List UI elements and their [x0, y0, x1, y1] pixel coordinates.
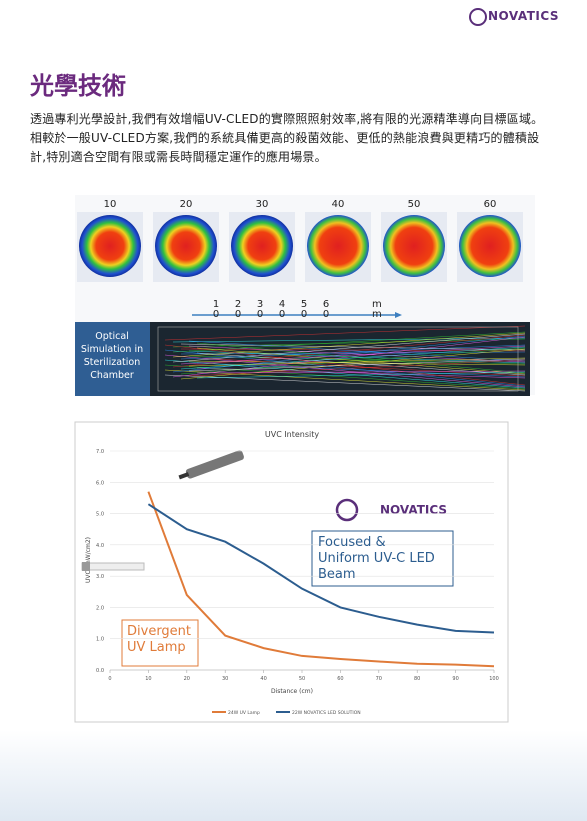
- y-tick-label: 5.0: [96, 512, 104, 518]
- heatmap: [383, 215, 445, 277]
- x-tick-label: 60: [337, 676, 343, 682]
- ray: [180, 346, 526, 370]
- paragraph: 透過專利光學設計,我們有效增幅UV-CLED的實際照照射效率,將有限的光源精準導…: [30, 112, 544, 164]
- ray: [188, 358, 526, 372]
- uv-lamp: [81, 562, 145, 571]
- heatmap-label: 40: [332, 199, 345, 210]
- chamber-outline: [157, 326, 519, 392]
- annotation: Divergent UV Lamp: [127, 624, 192, 655]
- y-tick-label: 0.0: [96, 668, 104, 674]
- ray: [164, 359, 526, 389]
- y-tick-label: 3.0: [96, 574, 104, 580]
- ruler-label: 60: [322, 299, 330, 320]
- rays: [157, 325, 526, 392]
- ray: [172, 333, 526, 363]
- ray: [196, 371, 526, 379]
- x-tick-label: 70: [376, 676, 382, 682]
- annotation-text: Focused & Uniform UV-C LED Beam: [318, 535, 435, 582]
- ruler-label: 20: [234, 299, 242, 320]
- heatmap-label: 60: [484, 199, 497, 210]
- ray: [164, 325, 526, 341]
- ray: [196, 370, 526, 374]
- heatmap: [155, 215, 217, 277]
- y-tick-label: 1.0: [96, 637, 104, 643]
- ray: [196, 367, 526, 379]
- x-tick-label: 90: [452, 676, 458, 682]
- legend-label: 24W UV Lamp: [228, 710, 260, 716]
- annotation-box: [121, 619, 199, 667]
- y-tick-label: 2.0: [96, 605, 104, 611]
- ray: [180, 348, 526, 380]
- heatmap-label: 50: [408, 199, 421, 210]
- ruler-arrow-head: [395, 312, 402, 318]
- series-line: [147, 491, 495, 668]
- ray: [164, 344, 526, 386]
- ray: [180, 347, 526, 375]
- ruler-label: 40: [278, 299, 286, 320]
- heatmap: [307, 215, 369, 277]
- heatmap-label: 10: [104, 199, 117, 210]
- ray: [188, 340, 526, 362]
- heatmap: [79, 215, 141, 277]
- logo: NOVATICS: [488, 9, 560, 23]
- x-tick-label: 50: [299, 676, 305, 682]
- heatmap: [459, 215, 521, 277]
- ray: [180, 344, 526, 360]
- heatmap-label: 30: [256, 199, 269, 210]
- chart-logo: NOVATICS: [380, 503, 447, 517]
- x-axis-label: Distance (cm): [271, 688, 313, 695]
- x-tick-label: 40: [260, 676, 266, 682]
- ray: [196, 347, 526, 375]
- ray: [180, 345, 526, 365]
- ray: [172, 332, 526, 358]
- ruler-label: 10: [212, 299, 220, 320]
- ruler-label: 50: [300, 299, 308, 320]
- y-axis-label: UVC (mW/cm2): [85, 537, 92, 583]
- chart-logo-icon: [335, 498, 359, 522]
- annotation-text: Divergent UV Lamp: [127, 624, 192, 655]
- ray: [188, 360, 526, 366]
- ray: [188, 357, 526, 367]
- x-tick-label: 80: [414, 676, 420, 682]
- x-tick-label: 10: [145, 676, 151, 682]
- ray: [172, 334, 526, 368]
- simulation-label: Optical Simulation in Sterilization Cham…: [80, 331, 144, 381]
- x-tick-label: 20: [184, 676, 190, 682]
- footer-bg: [0, 730, 587, 821]
- title: 光學技術: [30, 72, 126, 100]
- ray: [164, 369, 526, 391]
- x-tick-label: 100: [489, 676, 499, 682]
- annotation: Focused & Uniform UV-C LED Beam: [318, 535, 435, 582]
- chart-title: UVC Intensity: [265, 430, 320, 439]
- ray: [164, 354, 526, 388]
- legend-label: 22W NOVATICS LED SOLUTION: [292, 710, 361, 716]
- heatmap-label: 20: [180, 199, 193, 210]
- led-device: [178, 450, 244, 480]
- ray: [164, 364, 526, 390]
- ray: [196, 342, 526, 374]
- ray: [196, 362, 526, 378]
- ruler-label: mm: [372, 299, 382, 320]
- series-line: [147, 503, 495, 634]
- heatmap: [231, 215, 293, 277]
- ruler-label: 30: [256, 299, 264, 320]
- ray: [164, 349, 526, 387]
- x-tick-label: 30: [222, 676, 228, 682]
- ray: [188, 359, 526, 377]
- y-tick-label: 6.0: [96, 480, 104, 486]
- simulation-label-bg: [75, 322, 150, 396]
- y-tick-label: 4.0: [96, 543, 104, 549]
- logo-icon: [469, 8, 487, 26]
- y-tick-label: 7.0: [96, 449, 104, 455]
- annotation-box: [311, 530, 454, 587]
- x-tick-label: 0: [108, 676, 111, 682]
- ray: [172, 331, 526, 353]
